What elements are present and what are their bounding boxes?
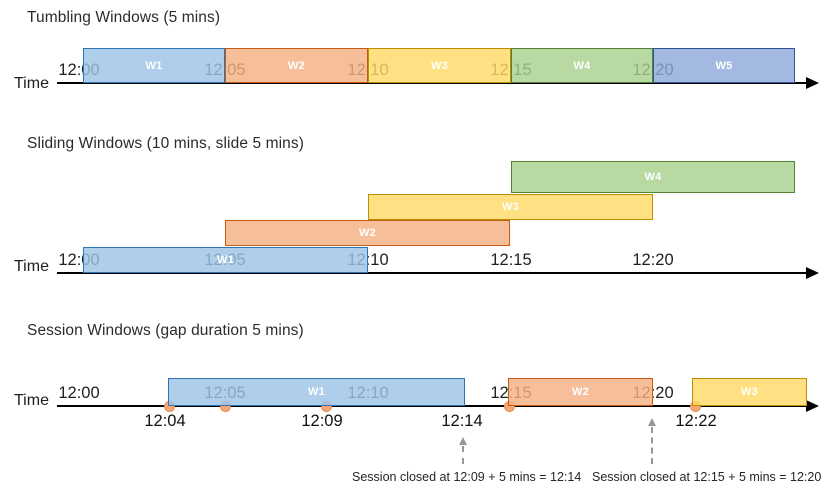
timeline-axis-sliding [57, 272, 807, 274]
event-time-label-1209: 12:09 [301, 412, 343, 430]
window-box-sliding-w4: W4 [511, 161, 795, 193]
window-label-w3: W3 [501, 201, 520, 213]
window-box-tumbling-w4: W4 [511, 48, 653, 83]
window-box-sliding-w2: W2 [225, 220, 510, 246]
session-close-arrow-icon-1 [458, 437, 467, 445]
section-title-tumbling: Tumbling Windows (5 mins) [27, 9, 221, 26]
window-label-w1: W1 [307, 386, 326, 398]
window-label-w5: W5 [715, 59, 733, 72]
annotation-session-close-2: Session closed at 12:15 + 5 mins = 12:20 [592, 470, 822, 484]
window-box-tumbling-w1: W1 [83, 48, 225, 83]
session-close-arrow-icon-2 [647, 418, 656, 426]
section-title-sliding: Sliding Windows (10 mins, slide 5 mins) [27, 135, 304, 152]
window-label-w1: W1 [216, 254, 235, 266]
time-axis-label-session: Time [14, 392, 49, 409]
window-label-w3: W3 [740, 386, 759, 398]
tick-label-session-1200: 12:00 [58, 384, 100, 402]
axis-arrowhead-icon-session [806, 400, 819, 412]
timeline-axis-tumbling [57, 82, 807, 84]
timeline-axis-session [57, 405, 807, 407]
axis-arrowhead-icon-tumbling [806, 77, 819, 89]
event-time-label-1214: 12:14 [441, 412, 483, 430]
window-label-w3: W3 [430, 59, 449, 72]
window-box-sliding-w1: W1 [83, 247, 368, 273]
window-label-w4: W4 [644, 171, 662, 183]
tick-label-sliding-1215: 12:15 [490, 251, 532, 269]
time-axis-label-tumbling: Time [14, 75, 49, 92]
window-box-session-w3: W3 [692, 378, 807, 406]
tick-label-sliding-1220: 12:20 [632, 251, 674, 269]
axis-arrowhead-icon-sliding [806, 267, 819, 279]
window-label-w2: W2 [571, 386, 590, 398]
window-label-w2: W2 [358, 227, 377, 239]
window-box-tumbling-w5: W5 [653, 48, 795, 83]
window-label-w1: W1 [145, 59, 163, 72]
window-box-session-w2: W2 [508, 378, 653, 406]
window-box-sliding-w3: W3 [368, 194, 653, 220]
window-box-tumbling-w2: W2 [225, 48, 368, 83]
event-time-label-1222: 12:22 [675, 412, 717, 430]
session-close-arrow-line-2 [651, 427, 653, 464]
section-title-session: Session Windows (gap duration 5 mins) [27, 322, 304, 339]
window-box-tumbling-w3: W3 [368, 48, 511, 83]
window-label-w2: W2 [287, 59, 306, 72]
window-box-session-w1: W1 [168, 378, 465, 406]
window-label-w4: W4 [573, 59, 591, 72]
annotation-session-close-1: Session closed at 12:09 + 5 mins = 12:14 [352, 470, 582, 484]
session-close-arrow-line-1 [462, 446, 464, 464]
time-axis-label-sliding: Time [14, 258, 49, 275]
event-time-label-1204: 12:04 [144, 412, 186, 430]
